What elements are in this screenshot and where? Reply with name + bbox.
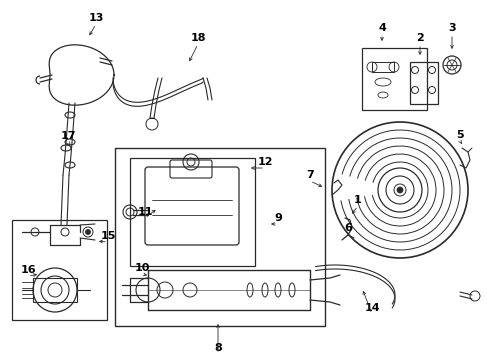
Text: 10: 10: [134, 263, 149, 273]
Bar: [409, 62, 437, 104]
Text: 17: 17: [60, 131, 76, 141]
Text: 15: 15: [100, 231, 116, 241]
Circle shape: [85, 230, 90, 234]
Text: 18: 18: [190, 33, 205, 43]
Text: 12: 12: [257, 157, 272, 167]
Bar: [12, 220, 107, 320]
Circle shape: [393, 184, 405, 196]
Text: 4: 4: [377, 23, 385, 33]
Text: 9: 9: [273, 213, 282, 223]
Bar: [130, 158, 254, 266]
Text: 7: 7: [305, 170, 313, 180]
Bar: [115, 148, 325, 326]
Text: 3: 3: [447, 23, 455, 33]
Text: 8: 8: [214, 343, 222, 353]
Bar: [371, 62, 393, 72]
Text: 13: 13: [88, 13, 103, 23]
Text: 11: 11: [137, 207, 152, 217]
Text: 14: 14: [364, 303, 379, 313]
Bar: [33, 278, 77, 302]
Text: 2: 2: [415, 33, 423, 43]
Text: 16: 16: [20, 265, 36, 275]
Bar: [361, 48, 426, 110]
Text: 1: 1: [353, 195, 361, 205]
Circle shape: [396, 187, 402, 193]
Text: 5: 5: [455, 130, 463, 140]
Text: 6: 6: [344, 223, 351, 233]
